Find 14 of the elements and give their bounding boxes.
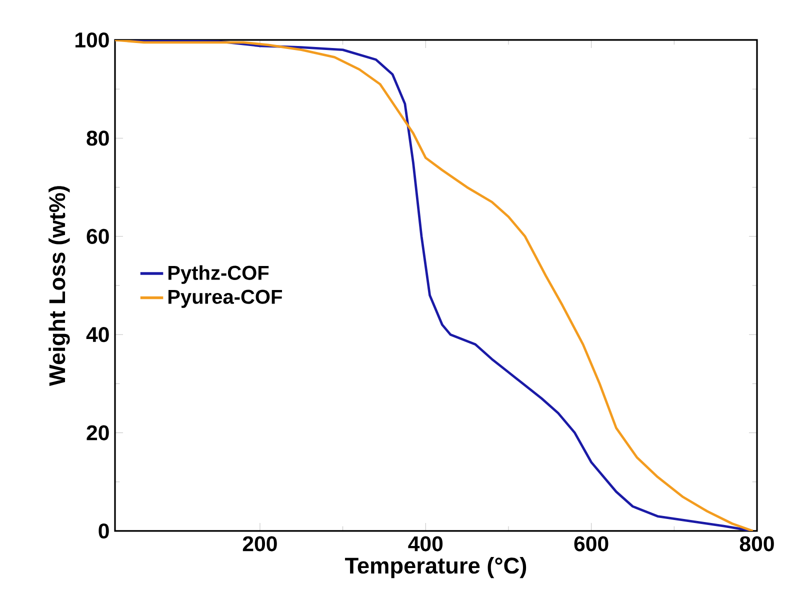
x-tick-label: 600 <box>574 536 608 552</box>
x-tick-label: 200 <box>242 536 277 552</box>
y-tick-label: 60 <box>86 228 109 244</box>
x-tick-label: 400 <box>408 536 443 552</box>
x-axis-title: Temperature (°C) <box>345 557 526 578</box>
y-tick-label: 40 <box>86 327 109 342</box>
legend-label: Pyurea-COF <box>168 290 282 308</box>
y-axis-title: Weight Loss (wt%) <box>48 186 70 386</box>
y-tick-label: 100 <box>76 32 109 48</box>
y-tick-label: 0 <box>98 523 109 539</box>
legend-label: Pythz-COF <box>168 265 269 284</box>
y-tick-label: 80 <box>86 130 109 146</box>
x-tick-label: 800 <box>740 536 774 552</box>
y-tick-label: 20 <box>86 425 109 440</box>
